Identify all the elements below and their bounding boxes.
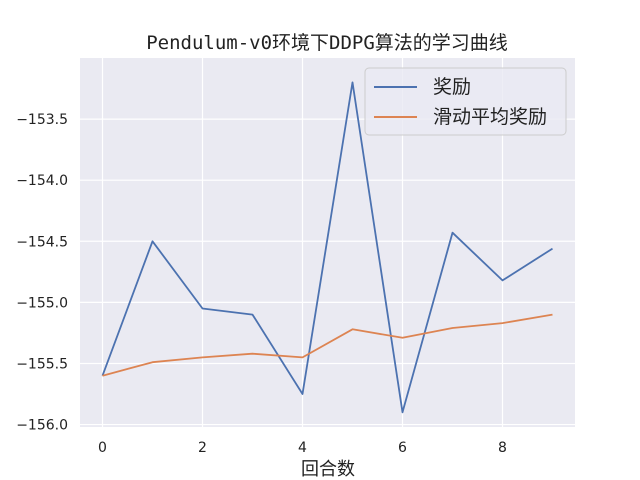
y-tick-label: −154.5	[16, 234, 68, 250]
y-tick-label: −153.5	[16, 112, 68, 128]
x-tick-label: 6	[398, 440, 407, 456]
x-axis-label: 回合数	[301, 459, 355, 480]
legend-label-1: 滑动平均奖励	[433, 106, 547, 128]
y-axis-ticks: −153.5 −154.0 −154.5 −155.0 −155.5 −156.0	[16, 112, 68, 433]
series-line-1	[102, 313, 553, 377]
legend-box	[364, 67, 567, 136]
x-tick-label: 2	[198, 440, 207, 456]
x-tick-label: 8	[498, 440, 507, 456]
y-tick-label: −155.5	[16, 356, 68, 372]
chart-title: Pendulum-v0环境下DDPG算法的学习曲线	[146, 32, 508, 54]
y-tick-label: −154.0	[16, 173, 68, 189]
y-tick-label: −156.0	[16, 418, 68, 434]
legend-label-0: 奖励	[433, 76, 471, 98]
x-tick-label: 4	[298, 440, 307, 456]
legend: 奖励 滑动平均奖励	[364, 67, 567, 136]
x-tick-label: 0	[98, 440, 107, 456]
series-line-0	[101, 81, 553, 414]
grid	[80, 58, 575, 427]
series-group	[101, 81, 553, 414]
x-axis-ticks: 0 2 4 6 8	[98, 440, 507, 456]
y-tick-label: −155.0	[16, 295, 68, 311]
